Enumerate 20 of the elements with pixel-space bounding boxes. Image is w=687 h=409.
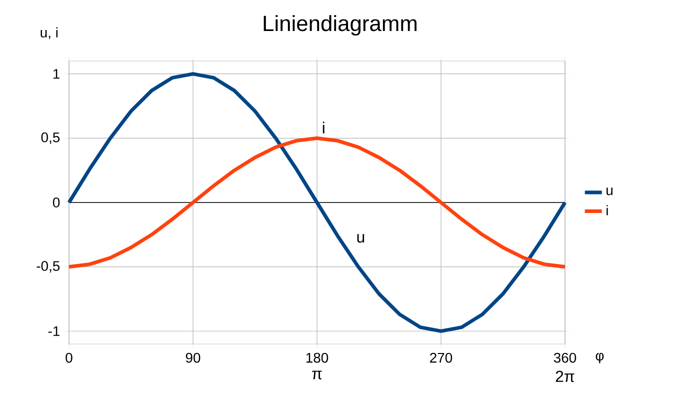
x-tick-label: 180: [306, 352, 328, 363]
x-axis-title: φ: [596, 352, 604, 364]
x-tick-label: 270: [430, 352, 452, 363]
line-series: [67, 136, 567, 269]
x-tick-label: 0: [66, 352, 72, 363]
annotation: i: [322, 122, 324, 134]
x2-tick-label: π: [312, 370, 322, 380]
y-tick-label: 1: [53, 69, 60, 79]
y-axis-title: u, i: [40, 27, 58, 40]
x2-tick-label: 2π: [556, 370, 574, 382]
chart-title: Liniendiagramm: [264, 15, 416, 36]
legend-label: u: [606, 188, 612, 196]
x-tick-label: 360: [554, 352, 576, 363]
y-tick-label: -0,5: [36, 261, 60, 273]
annotation: u: [357, 234, 364, 243]
y-tick-label: -1: [48, 326, 60, 336]
legend-label: i: [606, 205, 608, 216]
y-tick-label: 0,5: [41, 132, 60, 144]
x-tick-label: 90: [186, 352, 200, 363]
y-tick-label: 0: [52, 198, 60, 208]
